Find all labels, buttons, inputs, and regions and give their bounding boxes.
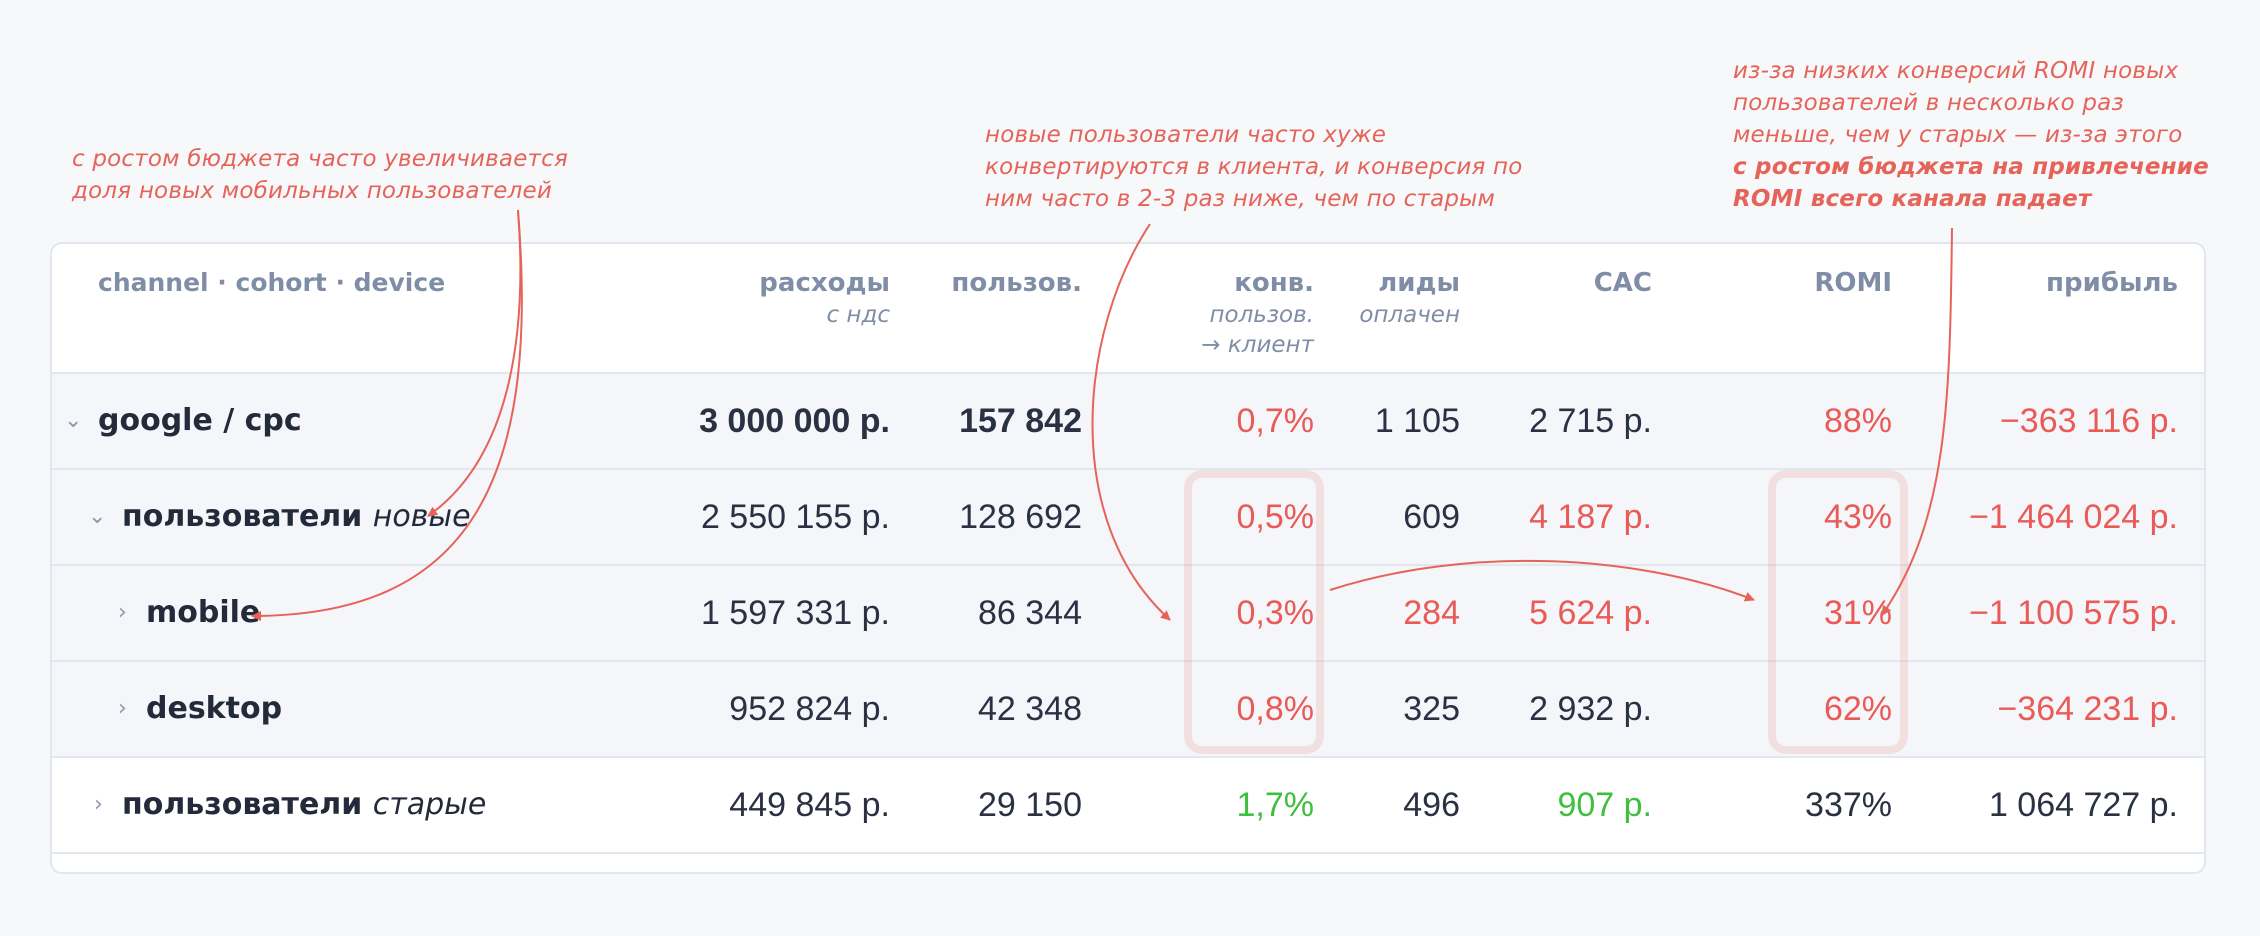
cell-expenses: 1 597 331 р. [700,594,890,632]
annotation-line: ним часто в 2-3 раз ниже, чем по старым [985,186,1496,212]
cell-profit: −364 231 р. [1997,690,2178,728]
cell-romi: 62% [1823,690,1892,728]
header-leads-sub: оплачен [1359,302,1460,328]
cell-users: 86 344 [978,594,1082,632]
annotation-line: из-за низких конверсий ROMI новых [1733,58,2179,84]
cell-conversion: 0,3% [1236,594,1315,632]
cell-users: 157 842 [959,402,1082,440]
arrow-to-new-users [427,209,522,517]
cell-leads: 284 [1403,594,1460,632]
row-name-italic: старые [372,787,487,822]
annotation-romi: из-за низких конверсий ROMI новых пользо… [1733,55,2209,215]
header-leads[interactable]: лиды оплачен [1359,266,1460,330]
cell-conversion: 0,7% [1236,402,1315,440]
cell-users: 29 150 [978,786,1082,824]
highlight-conversion-new-users [1184,470,1324,754]
annotation-line: меньше, чем у старых — из-за этого [1733,122,2183,148]
annotation-line-bold: с ростом бюджета на привлечение [1733,154,2209,180]
cell-cac: 4 187 р. [1529,498,1652,536]
row-name-italic: новые [372,499,471,534]
table-row-channel[interactable]: ⌄ google / cpc 3 000 000 р. 157 842 0,7%… [52,374,2204,470]
header-users[interactable]: пользов. [951,268,1082,298]
cell-romi: 31% [1823,594,1892,632]
cell-romi: 88% [1823,402,1892,440]
cell-cac: 5 624 р. [1529,594,1652,632]
header-profit[interactable]: прибыль [2046,268,2178,298]
chevron-down-icon[interactable]: ⌄ [88,504,107,529]
cell-expenses: 952 824 р. [729,690,890,728]
row-name-text: desktop [146,691,283,726]
cell-leads: 1 105 [1374,402,1460,440]
cell-leads: 496 [1403,786,1460,824]
row-name-text: google / cpc [98,403,302,438]
table-row-device-desktop[interactable]: › desktop 952 824 р. 42 348 0,8% 325 2 9… [52,662,2204,758]
annotation-line-bold: ROMI всего канала падает [1733,186,2092,212]
header-conversion-sub2: → клиент [1201,332,1314,358]
chevron-right-icon[interactable]: › [94,792,103,817]
annotation-line: новые пользователи часто хуже [985,122,1387,148]
row-name: пользователи старые [122,758,486,852]
table-row-device-mobile[interactable]: › mobile 1 597 331 р. 86 344 0,3% 284 5 … [52,566,2204,662]
cell-cac: 2 932 р. [1529,690,1652,728]
table-header: channel · cohort · device расходы с ндс … [52,244,2204,374]
cell-profit: −1 464 024 р. [1969,498,2178,536]
cell-cac: 907 р. [1557,786,1652,824]
header-expenses-label: расходы [759,268,890,298]
cell-users: 128 692 [959,498,1082,536]
cell-leads: 325 [1403,690,1460,728]
cell-romi: 337% [1805,786,1892,824]
header-cac[interactable]: CAC [1593,268,1652,298]
annotation-line: пользователей в несколько раз [1733,90,2124,116]
header-conversion-sub1: пользов. [1209,302,1314,328]
cell-expenses: 449 845 р. [729,786,890,824]
row-name: google / cpc [98,374,302,468]
cell-leads: 609 [1403,498,1460,536]
chevron-right-icon[interactable]: › [118,696,127,721]
header-romi[interactable]: ROMI [1814,268,1892,298]
table-row-cohort-new[interactable]: ⌄ пользователи новые 2 550 155 р. 128 69… [52,470,2204,566]
header-expenses[interactable]: расходы с ндс [759,266,890,330]
header-group[interactable]: channel · cohort · device [98,268,446,297]
cell-expenses: 3 000 000 р. [699,402,890,440]
arrow-to-mobile [251,211,523,621]
header-conversion-label: конв. [1234,268,1314,298]
cell-profit: −1 100 575 р. [1969,594,2178,632]
cell-conversion: 0,5% [1236,498,1315,536]
cell-profit: 1 064 727 р. [1988,786,2178,824]
cell-expenses: 2 550 155 р. [700,498,890,536]
row-name-text: пользователи [122,499,373,534]
cell-romi: 43% [1823,498,1892,536]
annotation-line: с ростом бюджета часто увеличивается [72,146,569,172]
header-expenses-sub: с ндс [826,302,890,328]
row-name-text: mobile [146,595,261,630]
arrow-conversion-to-romi [1329,559,1755,602]
cell-users: 42 348 [978,690,1082,728]
report-table: channel · cohort · device расходы с ндс … [50,242,2206,874]
cell-conversion: 0,8% [1236,690,1315,728]
header-conversion[interactable]: конв. пользов. → клиент [1201,266,1314,360]
row-name: desktop [146,662,282,756]
cell-cac: 2 715 р. [1529,402,1652,440]
row-name: пользователи новые [122,470,471,564]
annotation-budget-mobile: с ростом бюджета часто увеличивается дол… [72,143,568,207]
row-name-text: пользователи [122,787,373,822]
table-row-cohort-old[interactable]: › пользователи старые 449 845 р. 29 150 … [52,758,2204,854]
chevron-right-icon[interactable]: › [118,600,127,625]
header-leads-label: лиды [1378,268,1460,298]
arrow-to-mobile-romi [1881,227,1953,616]
row-name: mobile [146,566,260,660]
annotation-line: конвертируются в клиента, и конверсия по [985,154,1523,180]
annotation-conversion: новые пользователи часто хуже конвертиру… [985,119,1523,215]
highlight-romi-new-users [1768,470,1908,754]
cell-profit: −363 116 р. [1999,402,2178,440]
arrow-to-mobile-conversion [1091,223,1171,621]
cell-conversion: 1,7% [1236,786,1315,824]
chevron-down-icon[interactable]: ⌄ [64,408,83,433]
annotation-line: доля новых мобильных пользователей [72,178,552,204]
